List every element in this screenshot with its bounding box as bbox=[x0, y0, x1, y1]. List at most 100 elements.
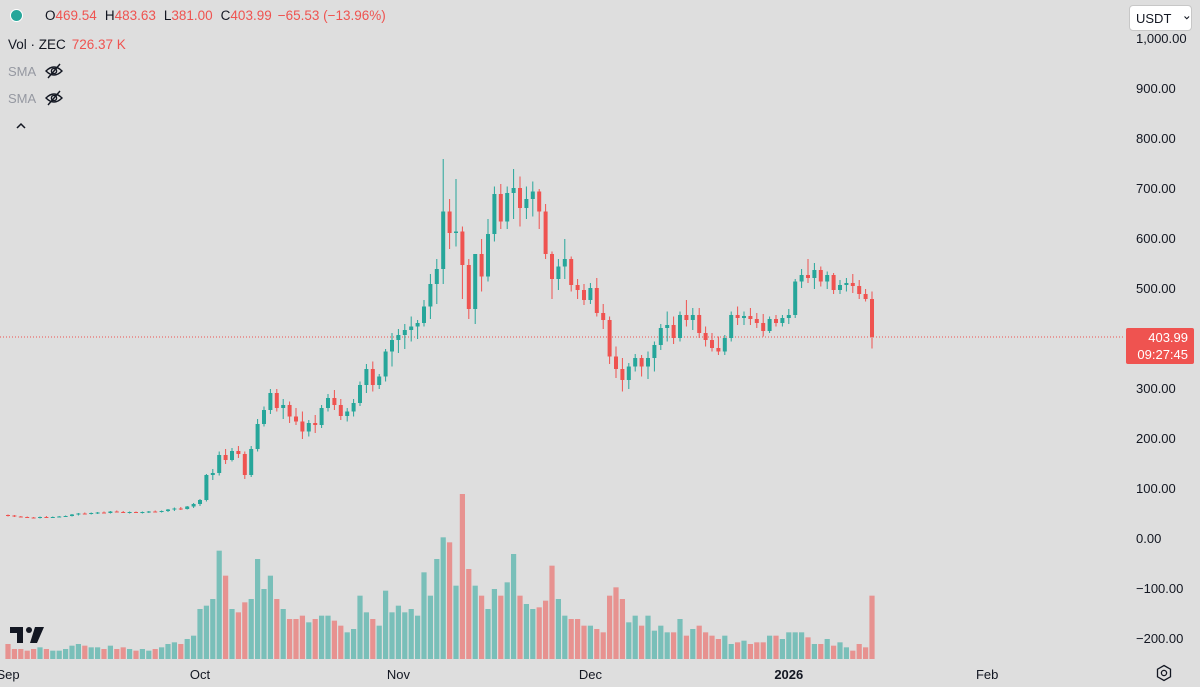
volume-bar bbox=[453, 585, 459, 659]
candle bbox=[223, 449, 228, 464]
volume-bar bbox=[786, 632, 792, 659]
close-label: C bbox=[220, 8, 231, 23]
currency-select[interactable]: USDT bbox=[1129, 5, 1192, 31]
volume-bar bbox=[223, 575, 229, 659]
volume-bar bbox=[242, 602, 248, 659]
volume-value: 726.37 K bbox=[71, 37, 126, 52]
candle bbox=[108, 511, 113, 514]
volume-bar bbox=[677, 619, 683, 659]
y-tick-label: 800.00 bbox=[1136, 131, 1176, 146]
candle bbox=[441, 159, 446, 284]
candle bbox=[767, 316, 772, 333]
candle-body bbox=[652, 345, 657, 358]
open-value: 469.54 bbox=[55, 8, 97, 23]
candle bbox=[370, 361, 375, 392]
time-axis[interactable]: Sep Oct Nov Dec 2026 Feb bbox=[0, 667, 998, 682]
volume-bar bbox=[216, 550, 222, 659]
candle bbox=[633, 354, 638, 372]
candle-body bbox=[57, 516, 62, 518]
volume-bar bbox=[530, 609, 536, 659]
chart-settings-button[interactable] bbox=[1155, 664, 1173, 687]
candle-body bbox=[89, 513, 94, 514]
volume-bar bbox=[152, 649, 158, 659]
candle-body bbox=[300, 421, 305, 432]
y-tick-label: 900.00 bbox=[1136, 81, 1176, 96]
candle-body bbox=[716, 348, 721, 352]
y-tick-label: 700.00 bbox=[1136, 181, 1176, 196]
candle-body bbox=[415, 323, 420, 327]
candle bbox=[748, 308, 753, 325]
candle-body bbox=[114, 511, 119, 513]
candle bbox=[537, 189, 542, 229]
volume-bar bbox=[75, 644, 81, 659]
candle-body bbox=[345, 411, 350, 416]
collapse-legend-button[interactable] bbox=[14, 118, 28, 136]
candle-body bbox=[774, 319, 778, 323]
volume-label: Vol · ZEC bbox=[8, 37, 66, 52]
candle-body bbox=[313, 423, 318, 425]
candle-body bbox=[690, 315, 695, 320]
candle bbox=[262, 406, 266, 427]
indicator-sma-1[interactable]: SMA bbox=[8, 63, 64, 79]
volume-bar bbox=[191, 635, 197, 659]
candle bbox=[249, 446, 254, 477]
candle-body bbox=[102, 512, 106, 514]
candle-body bbox=[486, 234, 490, 277]
volume-bar bbox=[594, 629, 600, 659]
candle-body bbox=[255, 424, 260, 449]
candle-body bbox=[742, 316, 746, 318]
candle bbox=[409, 316, 414, 342]
eye-hidden-icon[interactable] bbox=[44, 63, 64, 79]
candle-body bbox=[198, 500, 202, 504]
candle bbox=[646, 351, 650, 379]
candle-body bbox=[76, 513, 81, 515]
candle-body bbox=[530, 191, 535, 199]
indicator-sma-2[interactable]: SMA bbox=[8, 90, 64, 106]
y-tick-label: 200.00 bbox=[1136, 431, 1176, 446]
volume-bar bbox=[799, 632, 805, 659]
x-tick-label: 2026 bbox=[774, 667, 803, 682]
candle bbox=[774, 315, 778, 327]
volume-bar bbox=[402, 612, 408, 659]
candle-body bbox=[185, 506, 190, 509]
candle bbox=[44, 516, 49, 518]
volume-bar bbox=[171, 642, 177, 659]
tradingview-logo-icon[interactable] bbox=[10, 625, 46, 650]
candle-body bbox=[639, 358, 644, 367]
candle-body bbox=[601, 313, 606, 320]
candle bbox=[761, 314, 766, 337]
candle bbox=[319, 405, 324, 428]
candle bbox=[844, 278, 849, 292]
volume-bar bbox=[863, 647, 869, 659]
volume-bar bbox=[37, 647, 43, 659]
candle-body bbox=[274, 393, 279, 408]
candle bbox=[850, 274, 855, 293]
chevron-up-icon bbox=[16, 122, 26, 129]
candle-body bbox=[146, 511, 151, 513]
candle-body bbox=[518, 188, 522, 208]
candle-body bbox=[492, 194, 497, 234]
candle bbox=[185, 506, 190, 510]
candle bbox=[780, 315, 785, 327]
eye-hidden-icon[interactable] bbox=[44, 90, 64, 106]
candle-body bbox=[428, 284, 433, 307]
candle bbox=[63, 515, 68, 517]
volume-bar bbox=[632, 615, 638, 659]
candle-body bbox=[434, 269, 439, 284]
candle bbox=[518, 176, 522, 227]
candle bbox=[838, 280, 842, 294]
volume-bar bbox=[517, 595, 523, 659]
candle-body bbox=[236, 451, 241, 454]
candle-body bbox=[818, 270, 823, 282]
candle bbox=[466, 259, 471, 319]
candle-body bbox=[646, 358, 650, 367]
volume-bar bbox=[536, 607, 542, 659]
volume-bar bbox=[43, 649, 49, 659]
candle bbox=[95, 512, 100, 514]
candle bbox=[479, 239, 484, 292]
volume-bar bbox=[427, 595, 433, 659]
volume-bar bbox=[575, 619, 581, 659]
candle-body bbox=[799, 275, 804, 282]
candle-body bbox=[370, 369, 375, 385]
